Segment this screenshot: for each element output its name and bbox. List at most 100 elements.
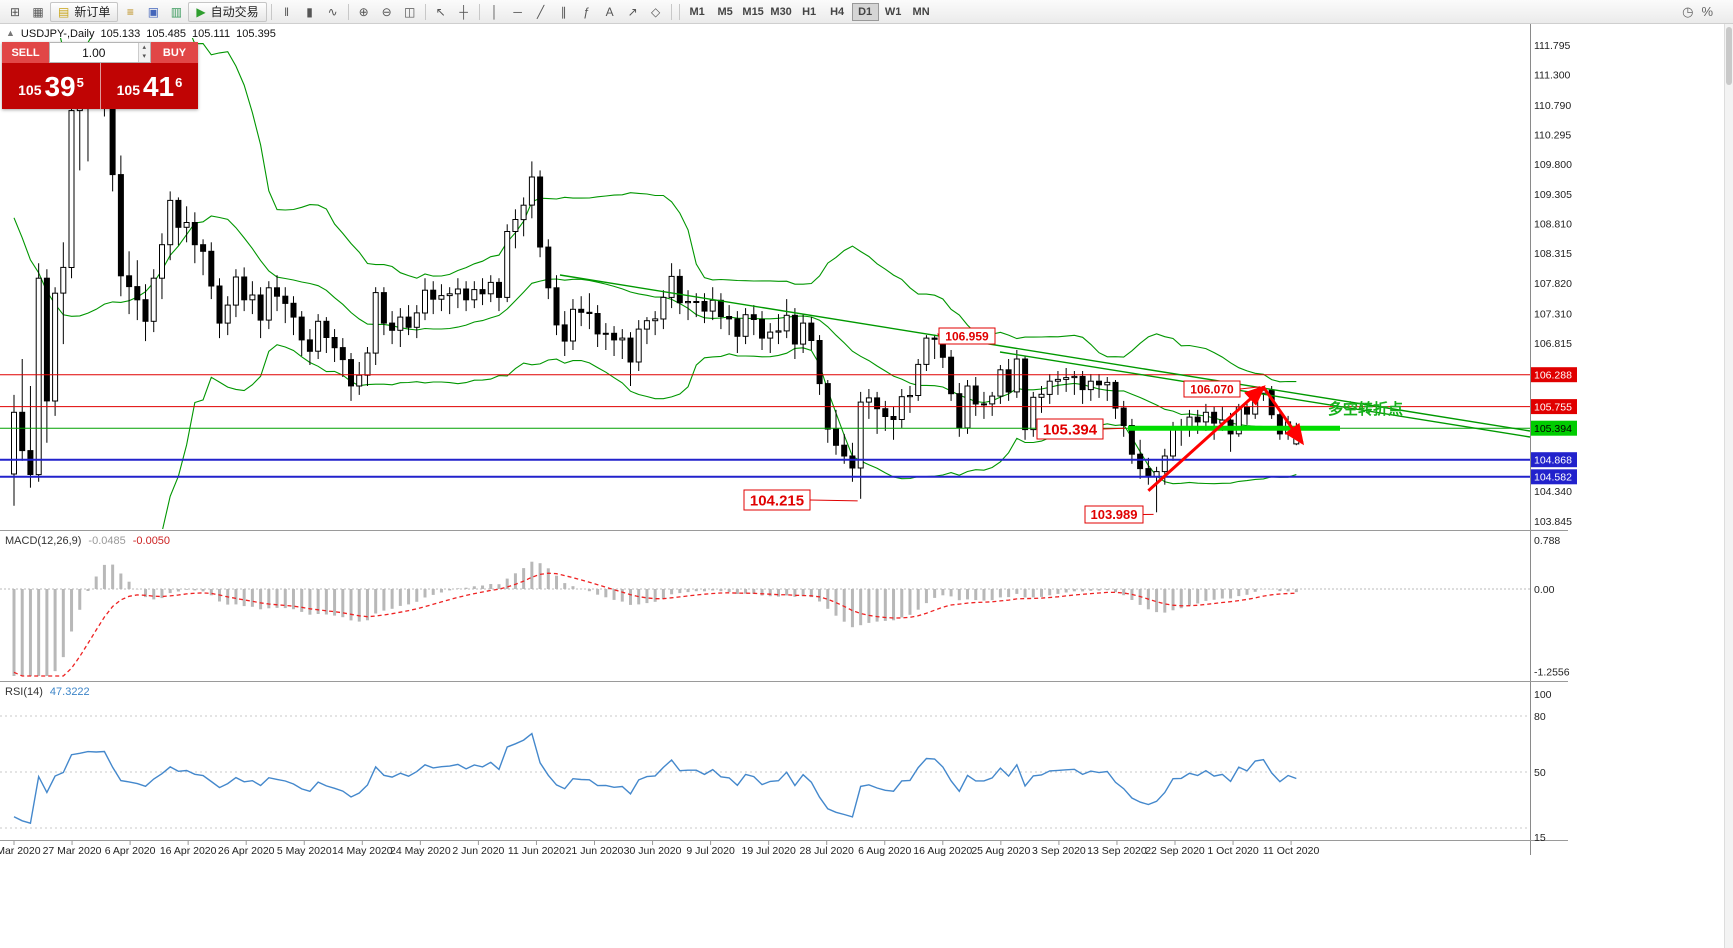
- buy-price-base: 105: [116, 82, 140, 99]
- time-axis-label: 13 Sep 2020: [1087, 845, 1147, 857]
- trendline-icon: ╱: [536, 4, 545, 19]
- text-label-button[interactable]: A: [599, 2, 621, 22]
- price-axis-label: 108.315: [1534, 248, 1572, 260]
- price-callouts[interactable]: 106.959 106.070 105.394 104.215 103.989: [743, 327, 1261, 524]
- macd-signal-value: -0.0050: [132, 535, 171, 547]
- time-axis-label: 16 Apr 2020: [160, 845, 217, 857]
- toolbar-separator: [424, 3, 426, 20]
- timeframe-H4[interactable]: H4: [830, 5, 845, 18]
- vertical-line-button[interactable]: │: [484, 2, 506, 22]
- price-axis-label: 103.845: [1534, 516, 1572, 528]
- sell-button[interactable]: SELL: [2, 42, 49, 63]
- shapes-button[interactable]: ◇: [645, 2, 667, 22]
- volume-down-button[interactable]: ▾: [142, 53, 147, 61]
- vertical-scrollbar[interactable]: [1724, 24, 1733, 948]
- timeframe-W1[interactable]: W1: [884, 5, 902, 18]
- buy-price-pips: 41: [142, 71, 175, 102]
- tile-windows-button[interactable]: ◫: [399, 2, 421, 22]
- time-axis-label: 6 Apr 2020: [105, 845, 156, 857]
- trendline-button[interactable]: ╱: [530, 2, 552, 22]
- buy-button[interactable]: BUY: [151, 42, 198, 63]
- reversal-arrow[interactable]: [1147, 385, 1305, 492]
- crosshair-icon: ┼: [459, 4, 468, 19]
- line-chart-button[interactable]: ∿: [322, 2, 344, 22]
- time-axis-label: 8 Mar 2020: [0, 845, 41, 857]
- chart-annotation[interactable]: 多空转折点: [1328, 400, 1403, 418]
- annotation-text: 多空转折点: [1328, 400, 1403, 418]
- timeframe-M30[interactable]: M30: [770, 5, 792, 18]
- time-axis-label: 25 Aug 2020: [971, 845, 1030, 857]
- cursor-icon: ↖: [435, 4, 446, 19]
- bar-chart-button[interactable]: ‖: [276, 2, 298, 22]
- chart-profiles-button[interactable]: ▦: [27, 2, 49, 22]
- timeframe-H1[interactable]: H1: [802, 5, 817, 18]
- horizontal-line-objects[interactable]: [0, 374, 1530, 478]
- price-axis-marker: 106.288: [1534, 370, 1572, 382]
- macd-histogram: [12, 561, 1298, 676]
- horizontal-line-button[interactable]: ─: [507, 2, 529, 22]
- strategy-tester-button[interactable]: ▥: [165, 2, 187, 22]
- timeframe-D1[interactable]: D1: [851, 2, 879, 21]
- buy-price-point: 6: [175, 75, 183, 90]
- auto-trading-icon: ▶: [196, 4, 206, 19]
- time-axis-label: 9 Jul 2020: [686, 845, 735, 857]
- symbol-period-label: USDJPY-,Daily: [20, 28, 95, 40]
- time-axis-label: 19 Jul 2020: [742, 845, 796, 857]
- candlestick-chart-button[interactable]: ▮: [299, 2, 321, 22]
- crosshair-button[interactable]: ┼: [453, 2, 475, 22]
- macd-main-value: -0.0485: [88, 535, 126, 547]
- price-axis-label: 109.305: [1534, 189, 1572, 201]
- clock-icon[interactable]: ◷: [1682, 3, 1694, 19]
- macd-axis-label: -1.2556: [1534, 667, 1570, 679]
- new-chart-button[interactable]: ⊞: [4, 2, 26, 22]
- rsi-axis-label: 50: [1534, 767, 1546, 779]
- time-axis-label: 24 May 2020: [390, 845, 451, 857]
- macd-axis-label: 0.788: [1534, 535, 1560, 547]
- new-chart-icon: ⊞: [9, 4, 21, 19]
- arrow-tool-icon: ↗: [627, 4, 638, 19]
- rsi-title: RSI(14): [5, 686, 43, 698]
- volume-input[interactable]: [50, 43, 138, 62]
- rsi-label: RSI(14) 47.3222: [5, 686, 90, 698]
- timeframe-M15[interactable]: M15: [742, 5, 764, 18]
- price-axis[interactable]: 111.795 111.300 110.790 110.295 109.800 109.3…: [1531, 40, 1577, 528]
- new-order-button[interactable]: ▤ 新订单: [50, 1, 119, 22]
- timeframe-M1[interactable]: M1: [689, 5, 705, 18]
- time-axis-label: 14 May 2020: [332, 845, 393, 857]
- market-watch-button[interactable]: ≡: [119, 2, 141, 22]
- line-chart-icon: ∿: [327, 4, 338, 19]
- time-axis-label: 3 Sep 2020: [1032, 845, 1086, 857]
- timeframe-MN[interactable]: MN: [912, 5, 930, 18]
- buy-price-display[interactable]: 105 41 6: [100, 63, 198, 109]
- zoom-in-button[interactable]: ⊕: [353, 2, 375, 22]
- macd-label: MACD(12,26,9) -0.0485 -0.0050: [5, 535, 170, 547]
- sell-price-display[interactable]: 105 39 5: [2, 63, 100, 109]
- price-axis-label: 110.790: [1534, 100, 1571, 112]
- quote-close: 105.395: [236, 28, 276, 40]
- zoom-out-button[interactable]: ⊖: [376, 2, 398, 22]
- percent-icon[interactable]: %: [1701, 3, 1713, 19]
- price-axis-label: 106.815: [1534, 338, 1572, 350]
- macd-title: MACD(12,26,9): [5, 535, 82, 547]
- price-axis-label: 107.310: [1534, 308, 1572, 320]
- volume-up-button[interactable]: ▴: [142, 43, 147, 51]
- time-axis-label: 11 Jun 2020: [508, 845, 565, 857]
- rsi-axis-label: 15: [1534, 832, 1546, 844]
- quote-open: 105.133: [100, 28, 141, 40]
- auto-trading-button[interactable]: ▶ 自动交易: [188, 1, 267, 22]
- time-axis-label: 22 Sep 2020: [1145, 845, 1205, 857]
- fibonacci-button[interactable]: ƒ: [576, 2, 598, 22]
- timeframe-M5[interactable]: M5: [717, 5, 733, 18]
- arrow-tool-button[interactable]: ↗: [622, 2, 644, 22]
- collapse-arrow-icon[interactable]: ▲: [6, 28, 15, 38]
- cursor-button[interactable]: ↖: [430, 2, 452, 22]
- time-axis-label: 11 Oct 2020: [1263, 845, 1320, 857]
- scrollbar-thumb[interactable]: [1726, 27, 1732, 85]
- zoom-out-icon: ⊖: [381, 4, 392, 19]
- channel-button[interactable]: ∥: [553, 2, 575, 22]
- data-window-button[interactable]: ▣: [142, 2, 164, 22]
- price-axis-label: 111.300: [1534, 69, 1571, 81]
